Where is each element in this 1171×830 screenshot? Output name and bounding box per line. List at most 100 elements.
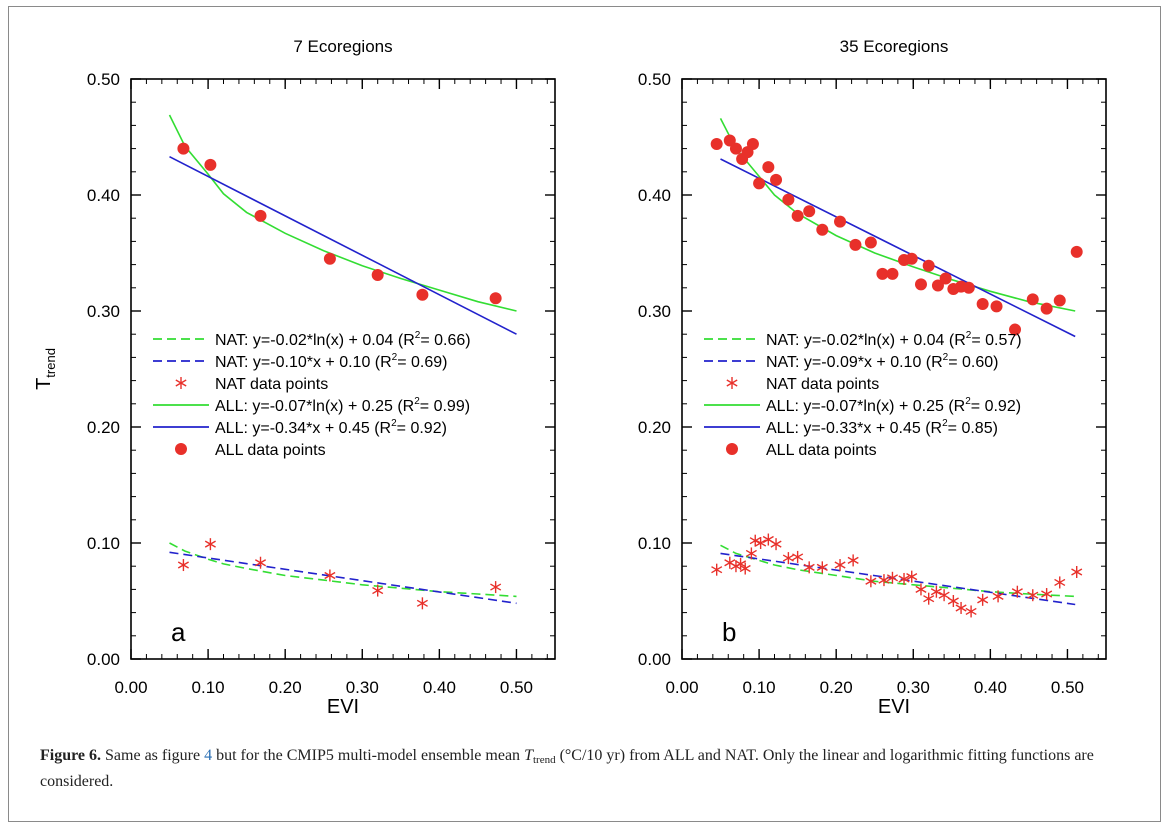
- all-data-point: [782, 193, 795, 206]
- asterisk-stroke: [906, 573, 918, 581]
- y-tick-label: 0.10: [87, 534, 120, 553]
- legend: NAT: y=-0.02*ln(x) + 0.04 (R2= 0.66) NAT:…: [153, 330, 471, 459]
- y-tick-label: 0.10: [638, 534, 671, 553]
- asterisk-stroke: [735, 560, 747, 568]
- series-nat-linear-fit: [169, 551, 517, 605]
- all-data-point: [803, 205, 816, 218]
- nat-data-point: [865, 575, 877, 588]
- asterisk-stroke: [770, 540, 782, 548]
- legend-entry-label: NAT: y=-0.02*ln(x) + 0.04 (R2= 0.66): [215, 330, 471, 349]
- legend-superscript: 2: [943, 352, 949, 363]
- nat-data-point: [770, 538, 782, 551]
- x-tick-label: 0.30: [346, 678, 379, 697]
- chart-panel-b: 35 Ecoregions 0.00 0.10 0.20 0.30 0.40 0.50 0.0…: [638, 37, 1107, 718]
- legend-entry-label: ALL: y=-0.07*ln(x) + 0.25 (R2= 0.99): [215, 396, 470, 415]
- y-axis-label-sub: trend: [43, 348, 58, 378]
- nat-data-point: [324, 569, 336, 582]
- panel-title: 35 Ecoregions: [840, 37, 949, 56]
- legend-text-end: = 0.66): [420, 332, 470, 349]
- legend-text: NAT data points: [766, 376, 879, 393]
- all-data-point: [864, 236, 877, 249]
- nat-data-point: [878, 574, 890, 587]
- legend-entry-label: ALL data points: [215, 442, 326, 459]
- asterisk-stroke: [947, 597, 959, 605]
- nat-data-point: [955, 601, 967, 614]
- asterisk-stroke: [324, 571, 336, 580]
- series-nat-linear-fit: [720, 552, 1076, 606]
- legend-text: NAT: y=-0.02*ln(x) + 0.04 (R: [766, 332, 966, 349]
- x-tick-label: 0.10: [192, 678, 225, 697]
- caption-figure-link[interactable]: 4: [204, 747, 213, 764]
- legend-text: ALL: y=-0.33*x + 0.45 (R: [766, 420, 942, 437]
- all-data-point: [931, 279, 944, 292]
- panel-label: a: [171, 617, 186, 647]
- x-tick-label: 0.30: [897, 678, 930, 697]
- legend-superscript: 2: [966, 330, 972, 341]
- all-data-point: [834, 215, 847, 228]
- nat-data-point: [711, 563, 723, 576]
- legend-text-end: = 0.99): [420, 398, 470, 415]
- legend-text-end: = 0.92): [397, 420, 447, 437]
- series-all-linear-fit: [169, 155, 517, 335]
- asterisk-stroke: [416, 599, 428, 607]
- nat-data-point: [254, 556, 267, 569]
- asterisk-stroke: [745, 549, 757, 558]
- all-data-point: [990, 300, 1003, 313]
- legend-text: ALL: y=-0.07*ln(x) + 0.25 (R: [766, 398, 965, 415]
- x-tick-label: 0.00: [665, 678, 698, 697]
- all-data-point: [323, 252, 336, 265]
- asterisk-stroke: [726, 379, 738, 387]
- legend-text: ALL data points: [215, 442, 326, 459]
- nat-data-point: [1027, 589, 1039, 602]
- all-data-point: [816, 223, 829, 236]
- nat-data-point: [792, 550, 804, 563]
- legend-entry-label: ALL: y=-0.33*x + 0.45 (R2= 0.85): [766, 418, 998, 437]
- legend-entry-label: ALL: y=-0.07*ln(x) + 0.25 (R2= 0.92): [766, 396, 1021, 415]
- caption-label: Figure 6.: [40, 747, 102, 764]
- nat-data-point: [177, 559, 189, 572]
- legend-entry-label: NAT data points: [766, 376, 879, 393]
- all-data-point: [723, 134, 736, 147]
- asterisk-stroke: [177, 561, 189, 569]
- x-tick-label: 0.40: [423, 678, 456, 697]
- asterisk-stroke: [965, 607, 977, 616]
- all-data-point: [976, 298, 989, 311]
- legend-entry-label: NAT: y=-0.10*x + 0.10 (R2= 0.69): [215, 352, 448, 371]
- caption-variable: T: [524, 747, 533, 764]
- all-data-point: [849, 238, 862, 251]
- all-data-point: [1026, 293, 1039, 306]
- all-data-point: [729, 142, 742, 155]
- all-data-point: [962, 281, 975, 294]
- x-tick-label: 0.50: [500, 678, 533, 697]
- asterisk-stroke: [847, 556, 859, 565]
- legend-entry-label: ALL: y=-0.34*x + 0.45 (R2= 0.92): [215, 418, 447, 437]
- asterisk-stroke: [898, 575, 910, 583]
- legend-entry-label: ALL data points: [766, 442, 877, 459]
- legend-text-end: = 0.69): [397, 354, 447, 371]
- legend-superscript: 2: [942, 418, 948, 429]
- asterisk-stroke: [923, 595, 935, 603]
- y-tick-label: 0.40: [638, 186, 671, 205]
- chart-panel-a: 7 Ecoregions 0.00 0.10 0.20 0.30 0.40 0.50 0.00…: [33, 37, 556, 718]
- x-axis-label: EVI: [878, 696, 910, 718]
- y-tick-label: 0.40: [87, 186, 120, 205]
- legend-asterisk-swatch: [726, 377, 738, 389]
- asterisk-stroke: [930, 588, 942, 596]
- legend-text: ALL: y=-0.34*x + 0.45 (R: [215, 420, 391, 437]
- nat-data-point: [930, 585, 942, 598]
- all-data-point: [489, 292, 502, 305]
- legend-superscript: 2: [415, 330, 421, 341]
- legend-entry-label: NAT: y=-0.02*ln(x) + 0.04 (R2= 0.57): [766, 330, 1022, 349]
- nat-data-point: [965, 605, 977, 618]
- nat-data-point: [834, 559, 846, 572]
- x-tick-label: 0.20: [820, 678, 853, 697]
- nat-data-point: [947, 595, 959, 607]
- asterisk-stroke: [955, 604, 967, 612]
- legend-dot-swatch: [175, 443, 187, 455]
- x-tick-label: 0.50: [1051, 678, 1084, 697]
- legend-text: NAT: y=-0.10*x + 0.10 (R: [215, 354, 392, 371]
- asterisk-stroke: [865, 577, 877, 585]
- y-tick-label: 0.30: [87, 302, 120, 321]
- asterisk-stroke: [755, 539, 767, 547]
- nat-data-point: [803, 561, 815, 574]
